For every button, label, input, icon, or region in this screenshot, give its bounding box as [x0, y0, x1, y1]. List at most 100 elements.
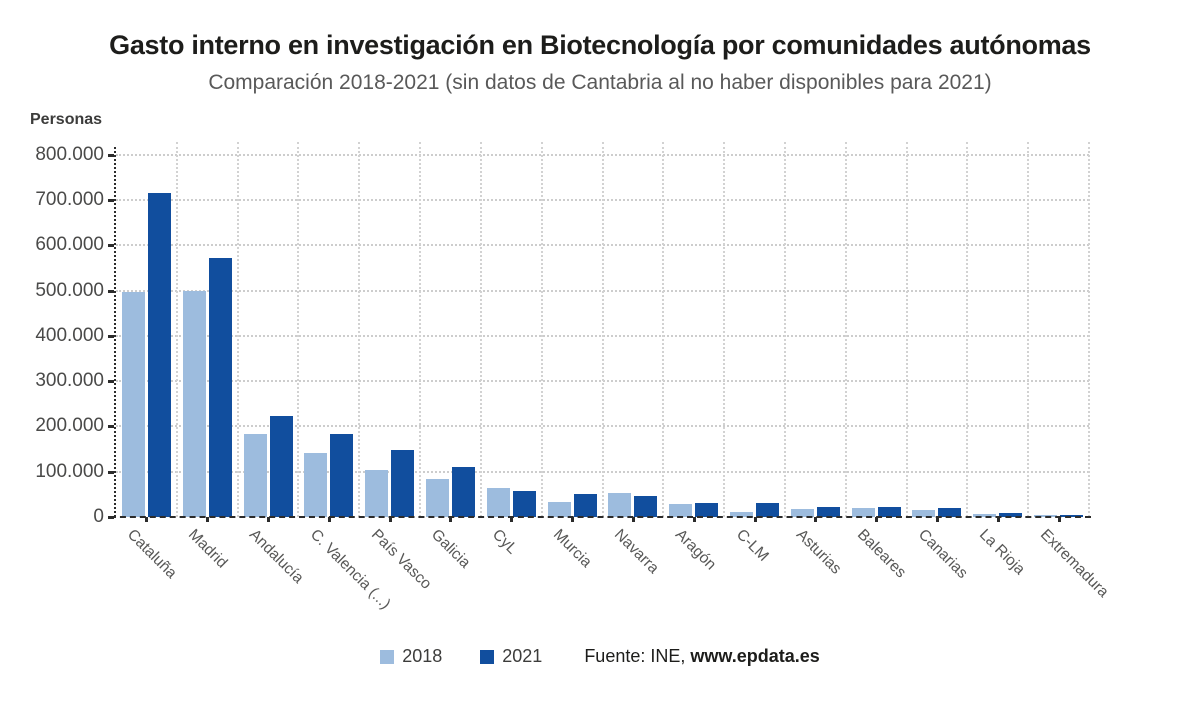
y-axis-tick: [108, 516, 114, 519]
bar-2018-Canarias[interactable]: [912, 509, 936, 517]
y-tick-label: 200.000: [35, 415, 104, 437]
gridline-vertical: [905, 142, 908, 517]
x-axis-label: Baleares: [854, 526, 910, 582]
bar-2018-Baleares[interactable]: [851, 507, 875, 517]
gridline-vertical: [601, 142, 604, 517]
x-axis-label: Cataluña: [124, 526, 181, 582]
legend-label-2018: 2018: [402, 646, 443, 666]
x-axis-label: CyL: [489, 526, 521, 558]
gridline-vertical: [358, 142, 361, 517]
x-axis-tick: [449, 517, 453, 522]
source-site: www.epdata.es: [690, 646, 820, 666]
x-axis-label: Madrid: [185, 526, 231, 572]
y-axis-line: [114, 147, 116, 517]
y-tick-label: 0: [93, 506, 104, 527]
y-tick-label: 800.000: [35, 143, 104, 165]
bar-2021-País Vasco[interactable]: [391, 449, 415, 517]
bar-2018-Galicia[interactable]: [425, 478, 449, 517]
bar-2021-Murcia[interactable]: [573, 493, 597, 517]
legend: 2018 2021 Fuente: INE, www.epdata.es: [0, 646, 1200, 667]
bar-2018-Murcia[interactable]: [547, 502, 571, 517]
legend-swatch-2021: [480, 649, 495, 664]
bar-2018-Madrid[interactable]: [182, 290, 206, 517]
x-axis-tick: [327, 517, 331, 522]
x-axis-tick: [145, 517, 149, 522]
y-axis-tick: [108, 289, 114, 293]
y-axis-tick: [108, 198, 114, 202]
gridline-vertical: [1027, 142, 1030, 517]
x-axis-label: Murcia: [550, 526, 595, 571]
bar-2021-Galicia[interactable]: [451, 466, 475, 517]
gridline-vertical: [236, 142, 239, 517]
x-axis-tick: [814, 517, 818, 522]
gridline-vertical: [662, 142, 665, 517]
x-axis-tick: [267, 517, 271, 522]
bar-2021-Asturias[interactable]: [816, 506, 840, 517]
page-title: Gasto interno en investigación en Biotec…: [109, 30, 1091, 60]
y-tick-label: 500.000: [35, 279, 104, 301]
legend-swatch-2018: [380, 649, 395, 664]
bar-2018-Navarra[interactable]: [608, 492, 632, 517]
x-axis-label: La Rioja: [975, 526, 1028, 579]
gridline-vertical: [783, 142, 786, 517]
x-axis-label: Aragón: [671, 526, 720, 574]
bar-2018-C-LM[interactable]: [730, 512, 754, 517]
bar-2018-Andalucía[interactable]: [243, 433, 267, 517]
gridline-vertical: [540, 142, 543, 517]
source-prefix: Fuente: INE,: [584, 646, 686, 666]
bar-2021-La Rioja[interactable]: [999, 513, 1023, 517]
x-axis-label: C-LM: [732, 526, 772, 565]
bar-2018-Asturias[interactable]: [790, 509, 814, 517]
y-axis-tick: [108, 380, 114, 384]
gridline-vertical: [297, 142, 300, 517]
y-tick-label: 300.000: [35, 370, 104, 392]
y-tick-label: 100.000: [35, 460, 104, 482]
bar-2021-Andalucía[interactable]: [269, 415, 293, 517]
x-axis-tick: [935, 517, 939, 522]
y-axis-title: Personas: [30, 111, 103, 128]
legend-label-2021: 2021: [502, 646, 543, 666]
bar-2018-Aragón[interactable]: [669, 503, 693, 517]
bar-2021-CyL[interactable]: [512, 490, 536, 517]
x-axis-label: Galicia: [428, 526, 474, 572]
y-axis-tick: [108, 425, 114, 429]
x-axis-label: Canarias: [914, 526, 971, 582]
y-tick-label: 700.000: [35, 188, 104, 210]
bar-2018-CyL[interactable]: [486, 488, 510, 517]
bar-2021-Extremadura[interactable]: [1060, 514, 1084, 517]
bar-2021-Canarias[interactable]: [938, 508, 962, 517]
gridline-vertical: [844, 142, 847, 517]
y-axis-tick: [108, 334, 114, 338]
bar-2018-Cataluña[interactable]: [121, 291, 145, 517]
bar-2018-La Rioja[interactable]: [973, 513, 997, 517]
x-axis-label: Navarra: [610, 526, 662, 578]
x-axis-tick: [206, 517, 210, 522]
y-axis-tick: [108, 244, 114, 248]
bar-2021-Madrid[interactable]: [208, 258, 232, 517]
x-axis-tick: [875, 517, 879, 522]
y-tick-label: 600.000: [35, 234, 104, 256]
gridline-vertical: [1088, 142, 1090, 517]
y-axis-tick: [108, 153, 114, 157]
x-axis-tick: [631, 517, 635, 522]
chart-subtitle: Comparación 2018-2021 (sin datos de Cant…: [208, 71, 992, 94]
x-axis-tick: [510, 517, 514, 522]
y-axis-tick: [108, 470, 114, 474]
bar-2021-C-LM[interactable]: [756, 503, 780, 517]
legend-item-2021[interactable]: 2021: [480, 646, 542, 667]
bar-2021-Baleares[interactable]: [877, 507, 901, 517]
gridline-vertical: [966, 142, 969, 517]
x-axis-tick: [996, 517, 1000, 522]
bar-2021-C. Valencia (...)[interactable]: [330, 434, 354, 517]
legend-item-2018[interactable]: 2018: [380, 646, 442, 667]
gridline-vertical: [723, 142, 726, 517]
bar-2021-Cataluña[interactable]: [147, 193, 171, 517]
bar-2021-Aragón[interactable]: [695, 502, 719, 517]
x-axis-line: [110, 516, 1091, 518]
x-axis-label: Asturias: [793, 526, 845, 578]
bar-2018-País Vasco[interactable]: [365, 470, 389, 517]
bar-2021-Navarra[interactable]: [634, 495, 658, 517]
bar-2018-C. Valencia (...)[interactable]: [304, 452, 328, 517]
x-axis-label: Andalucía: [246, 526, 307, 587]
gridline-vertical: [175, 142, 178, 517]
